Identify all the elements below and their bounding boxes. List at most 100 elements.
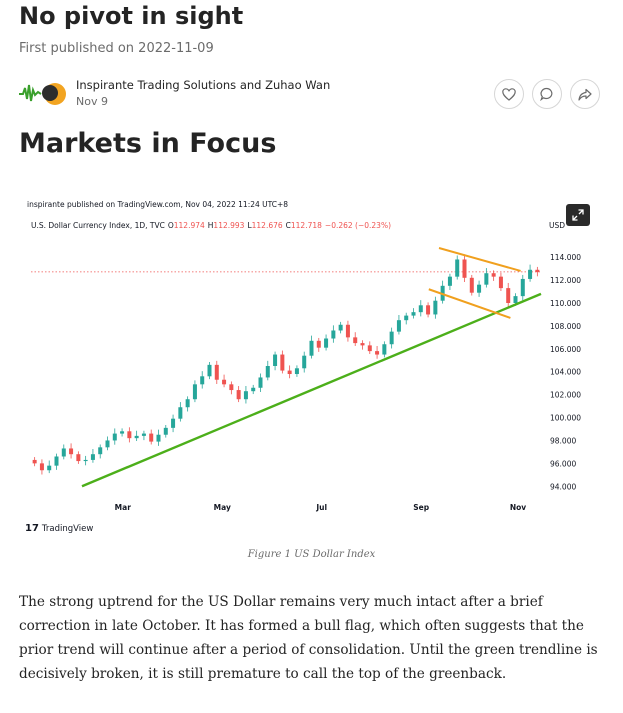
candle-body [163,427,168,435]
candle-body [396,320,401,332]
candle-body [222,379,227,385]
candle-body [294,368,299,375]
tradingview-brand: TradingView [41,523,94,534]
candle [506,282,511,308]
candle-body [243,391,248,400]
candle-body [83,459,88,462]
candle-body [200,376,205,385]
flag-trendline [428,288,511,319]
candle-body [469,277,474,293]
candle-body [192,384,197,400]
share-button[interactable] [570,79,600,109]
candle [229,381,234,395]
candle [69,443,74,459]
candle-body [477,284,482,293]
candle [382,341,387,358]
candle [236,386,241,403]
candle [251,384,256,395]
candle [411,308,416,319]
candle-body [236,390,241,400]
candle [316,337,321,352]
candle-body [433,300,438,315]
candle [127,427,132,443]
candle-body [112,433,117,441]
candle [156,429,161,446]
candle [498,272,503,291]
candle [302,351,307,373]
candle [90,449,95,463]
figure-caption: Figure 1 US Dollar Index [247,549,376,560]
candle-body [316,340,321,348]
candle-body [98,447,103,455]
candle [200,371,205,389]
candle [426,302,431,318]
y-tick-label: 112.000 [550,276,581,285]
tradingview-logo[interactable]: 17 TradingView [25,523,93,534]
candle-body [149,433,154,442]
candle-body [411,312,416,316]
chart-image[interactable]: inspirante published on TradingView.com,… [19,192,603,547]
candle [360,340,365,350]
candle [331,325,336,343]
author-row: Inspirante Trading Solutions and Zuhao W… [19,76,604,112]
candle-body [207,364,212,377]
y-tick-label: 106.000 [550,345,581,354]
candle-body [520,278,525,297]
section-title: Markets in Focus [19,128,277,159]
x-tick-label: May [214,503,231,512]
candle-body [69,448,74,455]
candle [389,327,394,349]
candle-body [382,344,387,355]
candle-body [455,259,460,277]
candle-body [171,418,176,428]
y-tick-label: 108.000 [550,322,581,331]
article-title: No pivot in sight [19,2,244,30]
y-tick-label: 96.000 [550,459,576,468]
candle-body [426,305,431,315]
candle-body [491,273,496,277]
expand-icon [572,209,584,221]
candle-body [331,330,336,339]
candle-body [134,435,139,439]
expand-button[interactable] [566,204,590,226]
candle-body [258,377,263,388]
y-tick-label: 102.000 [550,391,581,400]
author-name[interactable]: Inspirante Trading Solutions and Zuhao W… [76,78,331,92]
candle [32,457,37,467]
comment-button[interactable] [532,79,562,109]
x-tick-label: Nov [510,503,526,512]
candle [375,345,380,359]
candle [273,351,278,371]
candle-body [229,384,234,391]
candle-body [287,370,292,375]
author-logo[interactable] [19,79,71,107]
candle-body [214,364,219,380]
candle-body [309,340,314,356]
candle-body [61,448,66,457]
article-body: The strong uptrend for the US Dollar rem… [19,594,598,682]
like-button[interactable] [494,79,524,109]
candle-body [273,354,278,366]
candle-body [338,324,343,331]
candle [418,300,423,317]
x-tick-label: Sep [413,503,429,512]
candle [83,455,88,466]
heart-icon [502,87,516,101]
candle [120,428,125,437]
candle [528,264,533,282]
candle-body [302,355,307,369]
candle [396,315,401,335]
tradingview-mark-icon: 17 [25,523,39,534]
y-tick-label: 98.000 [550,436,576,445]
first-published-date: First published on 2022-11-09 [19,41,214,56]
candle-body [120,431,125,434]
candle [287,365,292,379]
candle-body [324,338,329,348]
candle-body [389,331,394,345]
candle [447,273,452,291]
candle [294,365,299,377]
candle-body [484,273,489,285]
uptrend-trendline [81,292,542,488]
x-tick-label: Mar [115,503,132,512]
candle-body [141,433,146,436]
